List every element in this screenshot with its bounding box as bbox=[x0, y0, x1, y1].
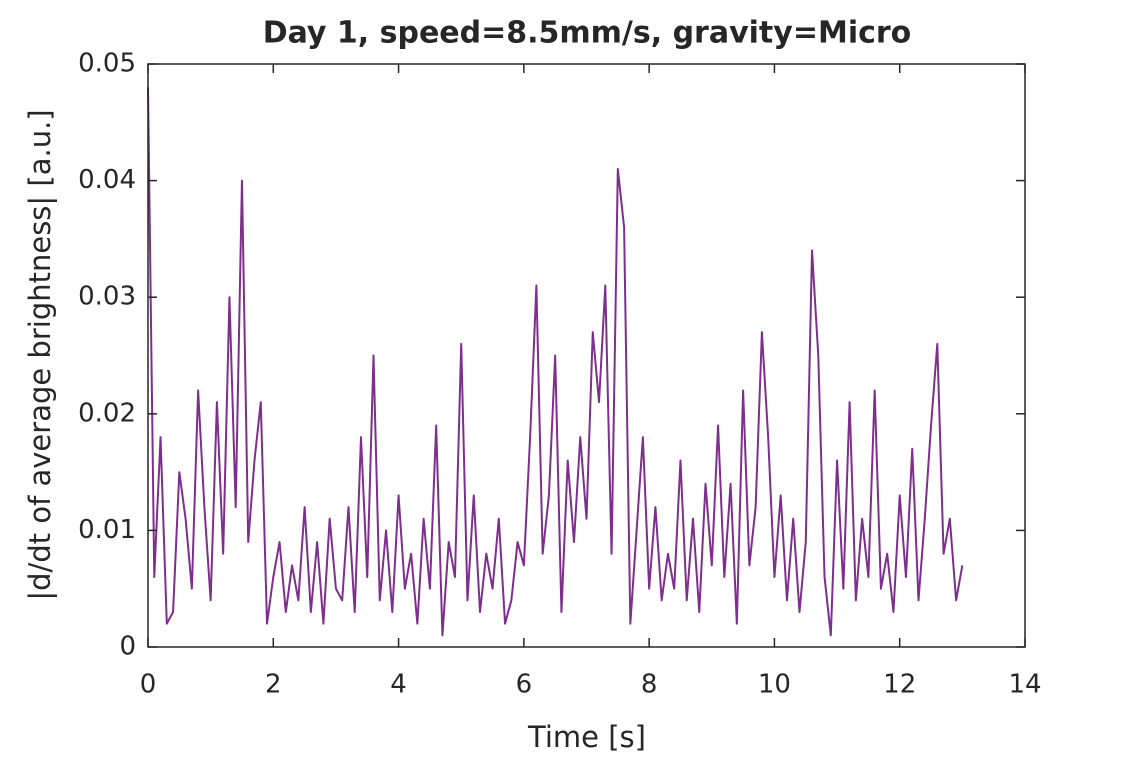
y-tick-label: 0.04 bbox=[78, 165, 136, 195]
data-line bbox=[147, 87, 964, 637]
plot-area bbox=[148, 64, 1025, 647]
y-tick-label: 0.03 bbox=[78, 282, 136, 312]
x-tick-label: 12 bbox=[883, 670, 916, 700]
x-axis-label: Time [s] bbox=[527, 720, 646, 754]
x-tick-label: 2 bbox=[265, 670, 282, 700]
axes-box bbox=[147, 63, 1026, 648]
y-tick-label: 0.05 bbox=[78, 49, 136, 79]
x-tick-label: 14 bbox=[1008, 670, 1041, 700]
chart-title: Day 1, speed=8.5mm/s, gravity=Micro bbox=[263, 16, 912, 51]
y-axis-label: |d/dt of average brightness| [a.u.] bbox=[23, 109, 57, 600]
y-tick-label: 0.01 bbox=[78, 515, 136, 545]
y-tick-label: 0 bbox=[119, 632, 136, 662]
x-tick-label: 10 bbox=[758, 670, 791, 700]
x-tick-label: 6 bbox=[516, 670, 533, 700]
x-tick-label: 8 bbox=[641, 670, 658, 700]
x-tick-label: 4 bbox=[390, 670, 407, 700]
x-tick-label: 0 bbox=[140, 670, 157, 700]
y-tick-label: 0.02 bbox=[78, 398, 136, 428]
